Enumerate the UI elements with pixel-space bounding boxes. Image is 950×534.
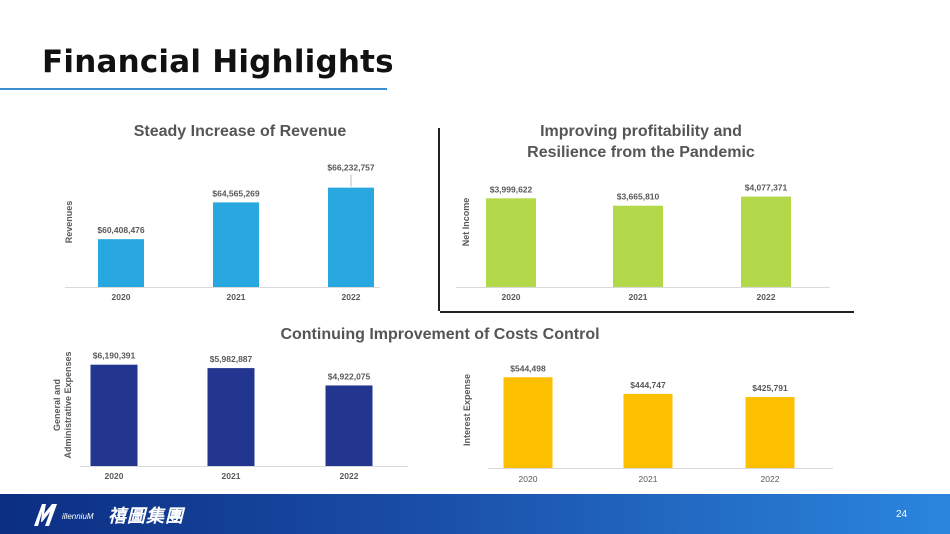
net-income-chart-title: Improving profitability and Resilience f… xyxy=(527,123,755,161)
interest-expense-bar-2021 xyxy=(623,393,673,468)
revenue-chart-title: Steady Increase of Revenue xyxy=(133,123,347,140)
horizontal-divider xyxy=(440,311,854,313)
revenue-tick-label-2020: 2020 xyxy=(112,292,131,302)
interest-expense-bar-2022 xyxy=(745,397,795,468)
cost-control-section-title: Continuing Improvement of Costs Control xyxy=(280,326,600,343)
revenue-tick-label-2022: 2022 xyxy=(342,292,361,302)
revenue-bar-2022 xyxy=(328,187,374,287)
revenue-bar-2021 xyxy=(213,202,259,287)
interest-expense-data-label-2020: $544,498 xyxy=(510,363,546,373)
page-title: Financial Highlights xyxy=(42,44,394,80)
net-income-tick-label-2021: 2021 xyxy=(629,292,648,302)
revenue-bar-2020 xyxy=(98,239,144,287)
net-income-bar-2020 xyxy=(486,198,536,287)
revenue-tick-label-2021: 2021 xyxy=(227,292,246,302)
revenue-data-label-2020: $60,408,476 xyxy=(97,225,145,235)
interest-expense-tick-label-2021: 2021 xyxy=(639,474,658,484)
revenue-data-label-2022: $66,232,757 xyxy=(327,163,375,173)
interest-expense-tick-label-2022: 2022 xyxy=(761,474,780,484)
interest-expense-data-label-2022: $425,791 xyxy=(752,383,788,393)
ga-expenses-data-label-2022: $4,922,075 xyxy=(328,371,371,381)
interest-expense-data-label-2021: $444,747 xyxy=(630,380,666,390)
revenue-data-label-2021: $64,565,269 xyxy=(212,188,260,198)
ga-expenses-tick-label-2022: 2022 xyxy=(340,471,359,481)
title-underline xyxy=(0,88,387,90)
millennium-logo-icon xyxy=(34,504,57,526)
ga-expenses-data-label-2021: $5,982,887 xyxy=(210,354,253,364)
interest-expense-bar-2020 xyxy=(503,377,553,468)
footer-bar xyxy=(0,494,950,534)
net-income-data-label-2021: $3,665,810 xyxy=(617,192,660,202)
interest-expense-tick-label-2020: 2020 xyxy=(519,474,538,484)
ga-expenses-tick-label-2021: 2021 xyxy=(222,471,241,481)
net-income-tick-label-2022: 2022 xyxy=(757,292,776,302)
net-income-data-label-2020: $3,999,622 xyxy=(490,184,533,194)
company-name-cn: 禧圖集團 xyxy=(108,506,184,527)
net-income-bar-2022 xyxy=(741,196,791,287)
ga-expenses-data-label-2020: $6,190,391 xyxy=(93,351,136,361)
page-number: 24 xyxy=(896,509,908,520)
ga-expenses-y-axis-label: General andAdministrative Expenses xyxy=(52,351,73,458)
net-income-tick-label-2020: 2020 xyxy=(502,292,521,302)
ga-expenses-bar-2021 xyxy=(207,368,255,466)
interest-expense-y-axis-label: Interest Expense xyxy=(462,374,472,446)
net-income-data-label-2022: $4,077,371 xyxy=(745,183,788,193)
net-income-y-axis-label: Net Income xyxy=(461,198,471,247)
ga-expenses-bar-2020 xyxy=(90,364,138,466)
ga-expenses-bar-2022 xyxy=(325,385,373,466)
logo-text: illenniuM xyxy=(62,512,94,521)
vertical-divider xyxy=(438,128,440,311)
revenue-y-axis-label: Revenues xyxy=(64,201,74,244)
net-income-bar-2021 xyxy=(613,205,663,287)
ga-expenses-tick-label-2020: 2020 xyxy=(105,471,124,481)
